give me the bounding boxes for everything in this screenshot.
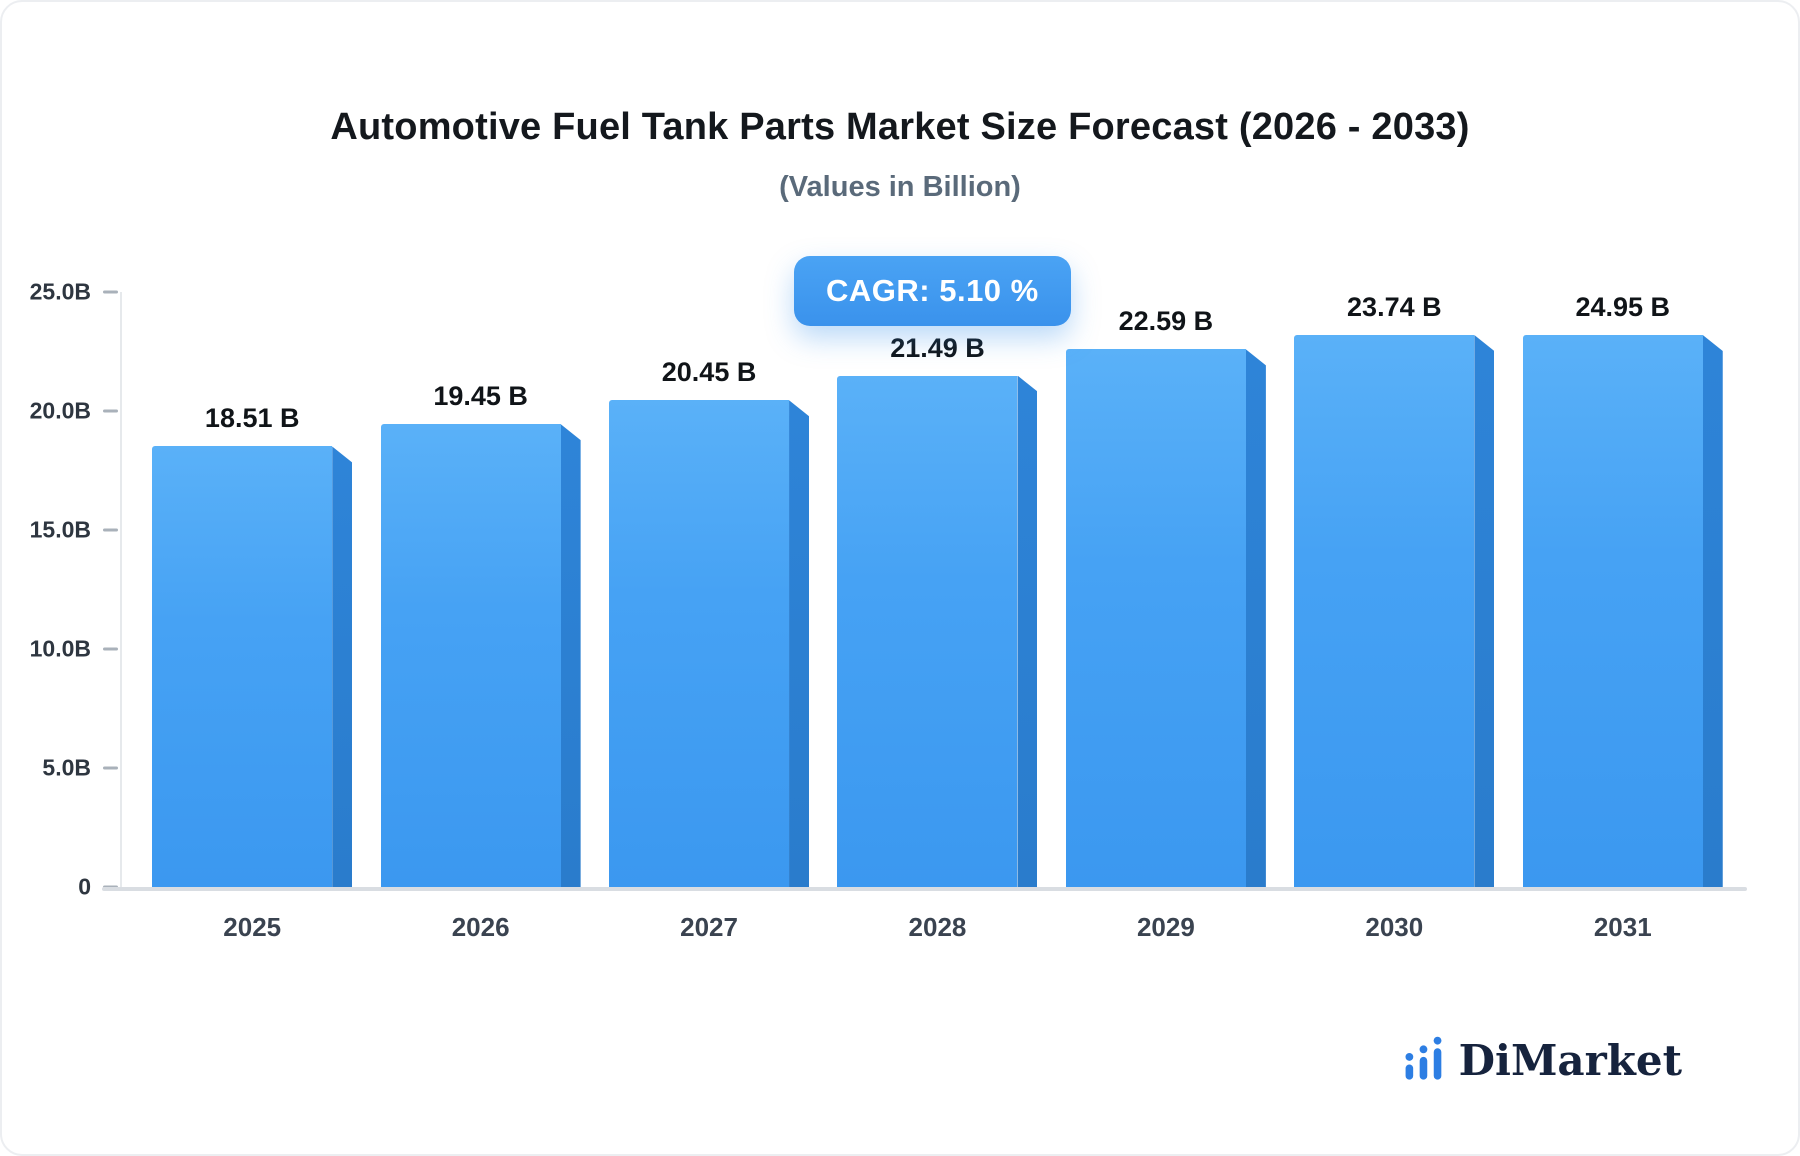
y-tick-mark — [103, 290, 118, 294]
bar-side-3d — [1474, 335, 1495, 887]
plot-area: 0 5.0B 10.0B 15.0B 20.0B 25.0B 18.51 B 2025 19.… — [30, 279, 1747, 942]
cagr-badge: CAGR: 5.10 % — [794, 256, 1071, 326]
bar-group: 20.45 B 2027 — [595, 292, 823, 942]
bar-group: 24.95 B 2031 — [1509, 292, 1737, 942]
y-tick: 15.0B — [30, 517, 118, 544]
bar — [1522, 335, 1723, 887]
y-tick-label: 5.0B — [42, 754, 91, 781]
bar — [837, 375, 1038, 887]
y-tick: 10.0B — [30, 636, 118, 663]
bar-face — [380, 424, 561, 887]
y-tick-mark — [103, 409, 118, 413]
bar-value-label: 19.45 B — [433, 381, 528, 412]
bar — [609, 400, 810, 887]
bar-value-label: 21.49 B — [890, 332, 985, 363]
bar-face — [1522, 335, 1703, 887]
bar-face — [1065, 349, 1246, 887]
bar-group: 23.74 B 2030 — [1280, 292, 1508, 942]
bar-face — [152, 446, 333, 887]
bar-group: 21.49 B 2028 — [823, 292, 1051, 942]
x-axis-label: 2031 — [1593, 912, 1652, 942]
bar-side-3d — [789, 400, 810, 887]
x-axis-label: 2025 — [223, 912, 282, 942]
bar-chart-dots-icon — [1405, 1036, 1442, 1080]
bar-group: 18.51 B 2025 — [138, 292, 366, 942]
bar — [1294, 335, 1495, 887]
bar-side-3d — [1245, 349, 1266, 887]
bars-container: 18.51 B 2025 19.45 B 2026 20.45 B 2027 21.49 B… — [122, 292, 1747, 942]
bar — [380, 424, 581, 887]
chart-title: Automotive Fuel Tank Parts Market Size F… — [330, 106, 1470, 148]
y-tick-label: 0 — [78, 873, 91, 900]
y-tick-mark — [103, 766, 118, 770]
bar-face — [837, 375, 1018, 887]
x-axis-label: 2026 — [451, 912, 510, 942]
x-axis-label: 2028 — [908, 912, 967, 942]
bar-value-label: 24.95 B — [1575, 292, 1671, 322]
bar-value-label: 20.45 B — [661, 357, 757, 388]
x-axis-label: 2027 — [680, 912, 738, 942]
bar-face — [609, 400, 790, 887]
x-axis-label: 2030 — [1365, 912, 1424, 942]
bar-group: 19.45 B 2026 — [366, 292, 594, 942]
y-tick-label: 10.0B — [29, 635, 91, 662]
y-tick: 5.0B — [42, 755, 118, 782]
bar-value-label: 23.74 B — [1347, 292, 1442, 322]
bar-side-3d — [1702, 335, 1723, 887]
y-tick-mark — [103, 528, 118, 532]
bar-value-label: 18.51 B — [204, 403, 300, 434]
chart-subtitle: (Values in Billion) — [779, 171, 1021, 203]
y-tick-label: 20.0B — [29, 397, 91, 424]
bar — [1065, 349, 1266, 887]
y-tick-mark — [103, 647, 118, 651]
y-tick: 25.0B — [30, 279, 118, 306]
bar-side-3d — [332, 446, 353, 887]
bar-value-label: 22.59 B — [1118, 306, 1214, 337]
y-tick-label: 15.0B — [29, 516, 91, 543]
bar-side-3d — [560, 424, 581, 887]
y-tick-label: 25.0B — [29, 278, 91, 305]
bar-group: 22.59 B 2029 — [1052, 292, 1280, 942]
brand-logo: DiMarket — [1401, 1032, 1682, 1084]
bar — [152, 446, 353, 887]
brand-name: DiMarket — [1458, 1035, 1682, 1085]
x-axis-label: 2029 — [1136, 912, 1195, 942]
y-tick: 20.0B — [30, 398, 118, 425]
bar-face — [1294, 335, 1475, 887]
bar-side-3d — [1017, 375, 1038, 887]
x-axis-line — [102, 887, 1747, 891]
